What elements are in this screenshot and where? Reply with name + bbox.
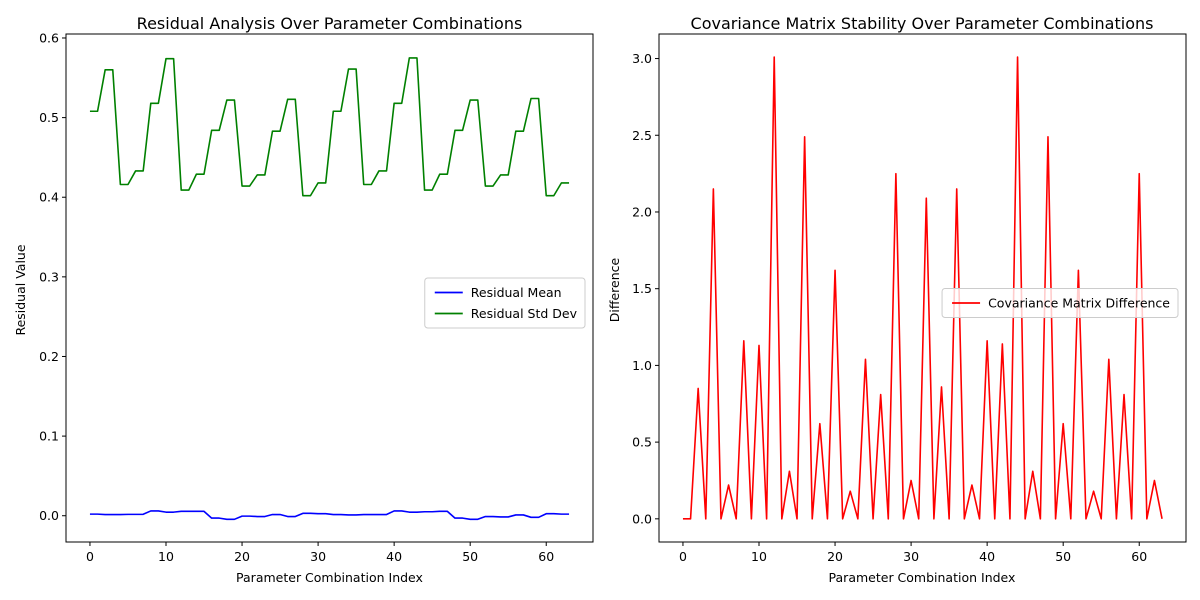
x-axis-label: Parameter Combination Index [236,570,423,585]
plot-frame [658,33,1187,543]
plot-frame [65,33,594,543]
x-tick-label: 50 [1055,549,1071,564]
covariance-stability-chart: Covariance Matrix Stability Over Paramet… [607,14,1187,585]
series-line-1 [89,57,570,197]
x-tick-label: 30 [903,549,919,564]
y-tick-label: 0.0 [632,511,652,526]
x-tick-label: 60 [1131,549,1147,564]
x-tick-label: 0 [86,549,94,564]
x-tick-label: 50 [462,549,478,564]
chart-title: Residual Analysis Over Parameter Combina… [137,14,523,33]
y-tick-label: 1.0 [632,358,652,373]
y-tick-label: 0.1 [39,429,59,444]
legend-box [941,288,1179,318]
series-line-0 [682,56,1163,520]
legend: Covariance Matrix Difference [941,288,1179,318]
y-axis-label: Residual Value [13,244,28,335]
y-tick-label: 0.2 [39,349,59,364]
y-tick-label: 0.3 [39,269,59,284]
y-tick-label: 2.5 [632,128,652,143]
x-tick-label: 20 [234,549,250,564]
legend-box [424,277,586,329]
x-tick-label: 60 [538,549,554,564]
y-tick-label: 0.6 [39,30,59,45]
legend: Residual Mean Residual Std Dev [424,277,586,329]
y-tick-label: 0.0 [39,508,59,523]
y-tick-label: 1.5 [632,281,652,296]
x-tick-label: 0 [679,549,687,564]
axis-ticks: 0 10 20 30 40 50 60 0.0 0.1 0.2 0.3 0.4 0.5 0.6 [39,30,554,564]
series-lines [682,56,1163,520]
series-line-0 [89,510,570,521]
y-tick-label: 0.5 [39,110,59,125]
series-lines [89,57,570,521]
legend-label: Residual Std Dev [471,306,578,321]
legend-label: Covariance Matrix Difference [988,296,1170,311]
axis-ticks: 0 10 20 30 40 50 60 0.0 0.5 1.0 1.5 2.0 2.5 3.0 [632,51,1147,564]
y-tick-label: 0.5 [632,435,652,450]
y-axis-label: Difference [607,257,622,322]
y-tick-label: 3.0 [632,51,652,66]
x-axis-label: Parameter Combination Index [829,570,1016,585]
x-tick-label: 10 [751,549,767,564]
chart-title: Covariance Matrix Stability Over Paramet… [691,14,1154,33]
y-tick-label: 2.0 [632,204,652,219]
legend-label: Residual Mean [471,285,562,300]
x-tick-label: 10 [158,549,174,564]
y-tick-label: 0.4 [39,190,59,205]
x-tick-label: 30 [310,549,326,564]
x-tick-label: 40 [386,549,402,564]
x-tick-label: 20 [827,549,843,564]
x-tick-label: 40 [979,549,995,564]
residual-analysis-chart: Residual Analysis Over Parameter Combina… [13,14,594,585]
